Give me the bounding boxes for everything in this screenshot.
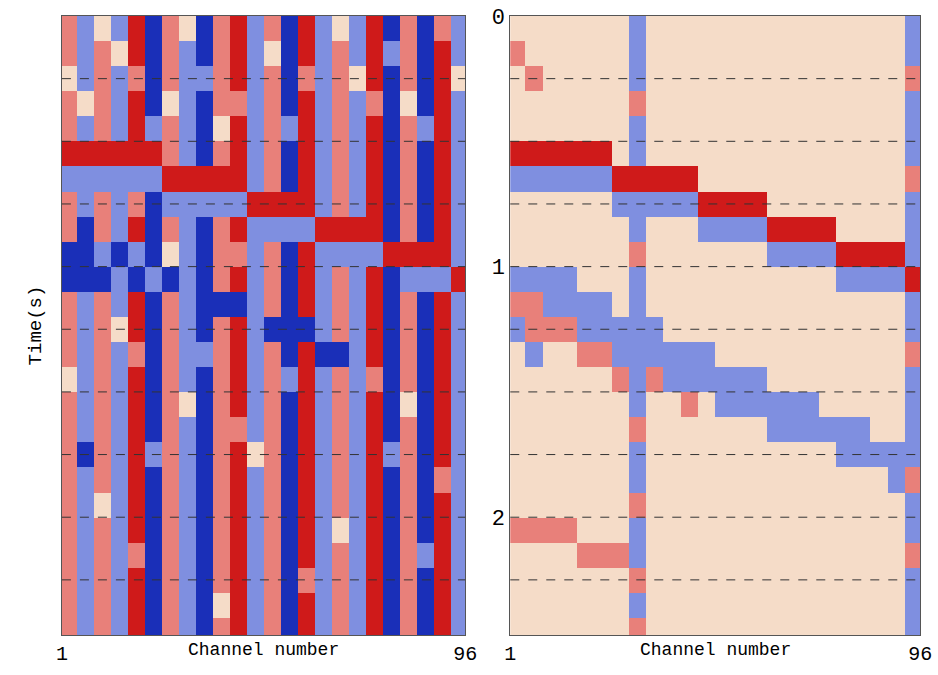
svg-text:96: 96 (908, 643, 932, 666)
svg-text:1: 1 (56, 643, 68, 666)
svg-text:96: 96 (453, 643, 477, 666)
svg-text:2: 2 (492, 507, 505, 532)
svg-text:Channel number: Channel number (188, 640, 339, 660)
svg-text:Time(s): Time(s) (25, 286, 47, 366)
svg-text:1: 1 (504, 643, 516, 666)
svg-text:1: 1 (492, 256, 505, 281)
svg-text:Channel number: Channel number (640, 640, 791, 660)
svg-text:0: 0 (492, 6, 505, 31)
